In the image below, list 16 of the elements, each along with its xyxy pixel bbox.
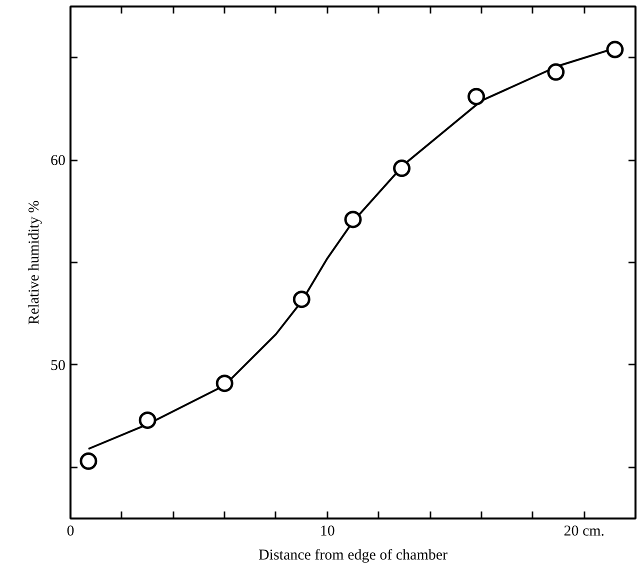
point bbox=[468, 88, 486, 106]
y-tick-label: 60 bbox=[50, 153, 66, 170]
point bbox=[344, 210, 362, 228]
point bbox=[138, 411, 156, 429]
point bbox=[292, 290, 310, 308]
y-axis-title: Relative humidity % bbox=[26, 200, 42, 325]
point bbox=[547, 63, 565, 81]
y-tick-label: 50 bbox=[50, 358, 66, 374]
point bbox=[393, 160, 411, 178]
x-axis-title: Distance from edge of chamber bbox=[258, 548, 448, 564]
x-tick-label: 0 bbox=[66, 524, 74, 540]
point bbox=[606, 40, 624, 58]
point bbox=[80, 452, 98, 470]
x-tick-label: 10 bbox=[320, 524, 335, 540]
x-tick-label: 20 cm. bbox=[564, 524, 605, 540]
point bbox=[216, 374, 234, 392]
